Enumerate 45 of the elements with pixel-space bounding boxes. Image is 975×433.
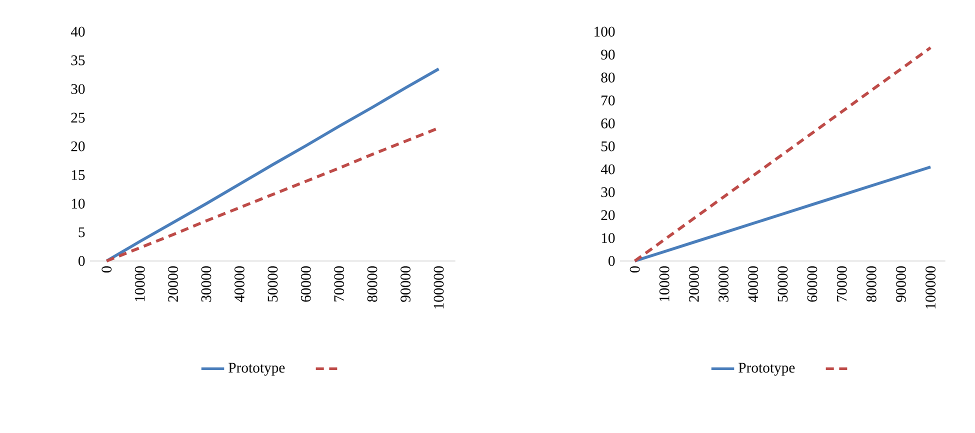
line-series [633,166,932,262]
y-tick-label: 0 [608,256,615,266]
x-tick-label: 70000 [836,266,847,302]
x-tick-label: 0 [630,266,640,272]
y-tick-label: 0 [78,256,85,266]
x-tick-label: 100000 [926,266,936,308]
x-tick-label: 90000 [896,266,906,302]
x-tick-label: 60000 [300,266,311,302]
x-tick-label: 50000 [268,266,278,302]
y-tick-label: 10 [602,233,615,244]
y-tick-label: 20 [601,210,615,220]
y-tick-label: 20 [71,141,85,152]
y-tick-label: 60 [601,118,615,128]
legend-label: Prototype [228,362,285,376]
x-tick-label: 70000 [334,266,344,302]
y-tick-label: 30 [71,84,85,94]
legend-label: Prototype [738,362,795,376]
x-tick-label: 30000 [201,266,212,302]
y-tick-label: 10 [72,198,85,209]
y-tick-label: 90 [601,50,615,60]
y-tick-label: 30 [601,187,615,198]
y-tick-label: 100 [594,26,615,37]
y-tick-label: 15 [72,170,85,180]
x-tick-label: 0 [102,266,112,272]
y-tick-label: 25 [71,112,85,123]
y-tick-label: 70 [602,96,615,106]
x-tick-label: 30000 [718,266,728,302]
x-tick-label: 10000 [659,266,670,302]
x-tick-label: 50000 [778,266,788,302]
x-tick-label: 90000 [400,266,410,302]
y-tick-label: 5 [78,227,85,238]
x-tick-label: 20000 [168,266,178,302]
x-tick-label: 80000 [367,266,378,302]
x-tick-label: 40000 [748,266,758,302]
y-tick-label: 35 [71,55,85,66]
y-tick-label: 40 [600,164,615,174]
x-tick-label: 20000 [689,266,699,302]
x-tick-label: 40000 [234,266,244,302]
x-tick-label: 60000 [807,266,818,302]
x-tick-label: 10000 [134,266,145,302]
x-tick-label: 80000 [866,266,876,302]
y-tick-label: 40 [70,26,85,37]
y-tick-label: 50 [601,141,615,152]
y-tick-label: 80 [601,72,615,82]
x-tick-label: 100000 [434,266,444,308]
